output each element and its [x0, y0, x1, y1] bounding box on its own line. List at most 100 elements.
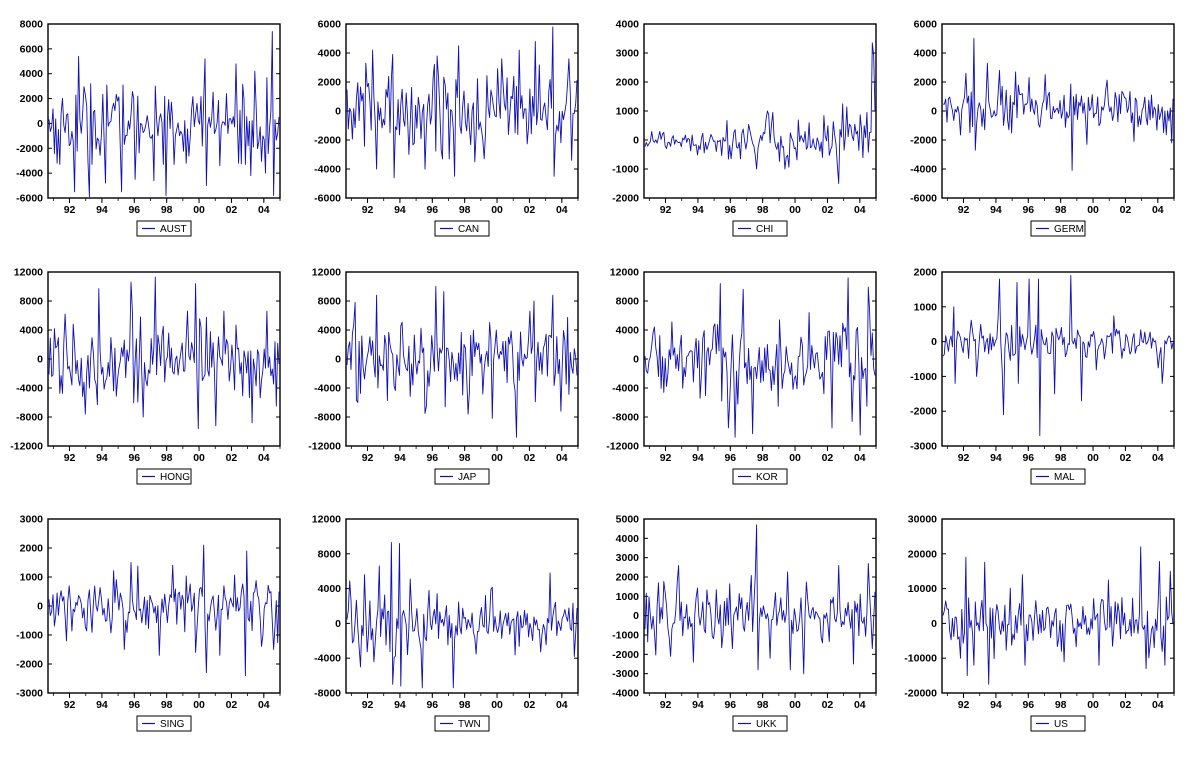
x-tick-label: 04 [1152, 204, 1164, 216]
x-tick-label: 98 [459, 699, 471, 711]
y-tick-label: 0 [633, 354, 639, 366]
y-tick-label: 2000 [914, 77, 938, 89]
y-tick-label: 2000 [20, 543, 44, 555]
x-tick-label: 96 [426, 699, 438, 711]
y-tick-label: 6000 [318, 19, 342, 31]
y-tick-label: 2000 [914, 267, 938, 279]
x-tick-label: 00 [491, 452, 503, 464]
legend-box [434, 220, 490, 237]
y-tick-label: -2000 [612, 649, 639, 661]
x-tick-label: 94 [96, 452, 108, 464]
y-tick-label: -1000 [612, 630, 639, 642]
x-tick-label: 96 [1022, 452, 1034, 464]
y-tick-label: 0 [37, 354, 43, 366]
legend-label: UKK [756, 719, 777, 730]
x-tick-label: 04 [258, 452, 270, 464]
x-tick-label: 02 [226, 452, 238, 464]
x-tick-label: 98 [1055, 699, 1067, 711]
y-tick-label: -8000 [314, 688, 341, 700]
y-tick-label: 1000 [616, 591, 640, 603]
legend-box [1030, 468, 1086, 485]
y-tick-label: 2000 [616, 572, 640, 584]
y-tick-label: -6000 [910, 193, 937, 205]
panel-chi: 4000 3000 2000 1000 0 -1000 -2000 92 94 96 98 00 02 0… [612, 19, 877, 237]
panel-sing: 3000 2000 1000 0 -1000 -2000 -3000 92 94 96 98 00 02… [16, 514, 281, 732]
y-tick-label: 6000 [20, 43, 44, 55]
x-tick-label: 02 [1120, 452, 1132, 464]
x-tick-label: 94 [394, 699, 406, 711]
y-tick-label: 2000 [20, 93, 44, 105]
x-tick-label: 94 [990, 452, 1002, 464]
y-tick-label: 0 [931, 618, 937, 630]
legend-box [732, 468, 788, 485]
x-tick-label: 98 [161, 699, 173, 711]
x-tick-label: 04 [1152, 452, 1164, 464]
legend-box [136, 468, 192, 485]
x-tick-label: 00 [491, 204, 503, 216]
legend-box [1030, 220, 1086, 237]
panel-us: 30000 20000 10000 0 -10000 -20000 92 94 96 98 00 02… [904, 514, 1175, 732]
x-tick-label: 92 [660, 204, 672, 216]
x-tick-label: 94 [692, 204, 704, 216]
y-tick-label: -10000 [904, 653, 937, 665]
y-tick-label: -4000 [16, 168, 43, 180]
y-tick-label: 0 [931, 336, 937, 348]
x-tick-label: 00 [789, 452, 801, 464]
x-tick-label: 02 [822, 699, 834, 711]
x-tick-label: 98 [459, 452, 471, 464]
legend-box [732, 220, 788, 237]
y-tick-label: -4000 [314, 653, 341, 665]
x-tick-label: 94 [96, 699, 108, 711]
y-tick-label: 4000 [20, 325, 44, 337]
x-tick-label: 98 [757, 204, 769, 216]
y-tick-label: 0 [931, 106, 937, 118]
legend-box [136, 715, 192, 732]
plot-frame [941, 271, 1175, 447]
y-tick-label: 20000 [908, 548, 937, 560]
plot-frame [47, 23, 281, 199]
x-tick-label: 04 [556, 452, 568, 464]
series-line-aust [48, 31, 280, 198]
x-tick-label: 98 [1055, 204, 1067, 216]
y-tick-label: 8000 [318, 296, 342, 308]
legend-box [434, 468, 490, 485]
legend-label: AUST [160, 224, 187, 235]
x-tick-label: 96 [1022, 699, 1034, 711]
x-tick-label: 94 [96, 204, 108, 216]
y-tick-label: -2000 [612, 193, 639, 205]
panel-aust: 8000 6000 4000 2000 0 -2000 -4000 -6000 92 94 96 98… [16, 19, 281, 237]
x-tick-label: 94 [692, 699, 704, 711]
x-tick-label: 94 [990, 699, 1002, 711]
y-tick-label: 12000 [610, 267, 639, 279]
y-tick-label: 0 [37, 601, 43, 613]
y-tick-label: 4000 [914, 48, 938, 60]
y-tick-label: 3000 [616, 552, 640, 564]
y-tick-label: 8000 [20, 19, 44, 31]
x-tick-label: 02 [822, 204, 834, 216]
series-line-sing [48, 544, 280, 677]
x-tick-label: 04 [258, 204, 270, 216]
y-tick-label: -2000 [910, 406, 937, 418]
panel-twn: 12000 8000 4000 0 -4000 -8000 92 94 96 98 00 02 04 TW… [312, 514, 579, 732]
legend-label: GERM [1054, 224, 1084, 235]
y-tick-label: -8000 [16, 412, 43, 424]
legend-label: MAL [1054, 472, 1075, 483]
legend-box [136, 220, 192, 237]
panel-germ: 6000 4000 2000 0 -2000 -4000 -6000 92 94 96 98 00 02… [910, 19, 1175, 237]
y-tick-label: 5000 [616, 514, 640, 526]
series-line-twn [346, 542, 578, 689]
panel-mal: 2000 1000 0 -1000 -2000 -3000 92 94 96 98 00 02 04 MA… [910, 267, 1175, 485]
panel-ukk: 5000 4000 3000 2000 1000 0 -1000 -2000 -3000 -400… [612, 514, 877, 732]
y-tick-label: 2000 [318, 77, 342, 89]
y-tick-label: 0 [335, 354, 341, 366]
legend-label: TWN [458, 719, 481, 730]
x-tick-label: 96 [724, 204, 736, 216]
series-line-jap [346, 286, 578, 438]
y-tick-label: -12000 [606, 441, 639, 453]
x-tick-label: 02 [524, 452, 536, 464]
y-tick-label: 0 [633, 135, 639, 147]
series-line-hong [48, 276, 280, 430]
y-tick-label: -2000 [16, 659, 43, 671]
y-tick-label: 2000 [616, 77, 640, 89]
